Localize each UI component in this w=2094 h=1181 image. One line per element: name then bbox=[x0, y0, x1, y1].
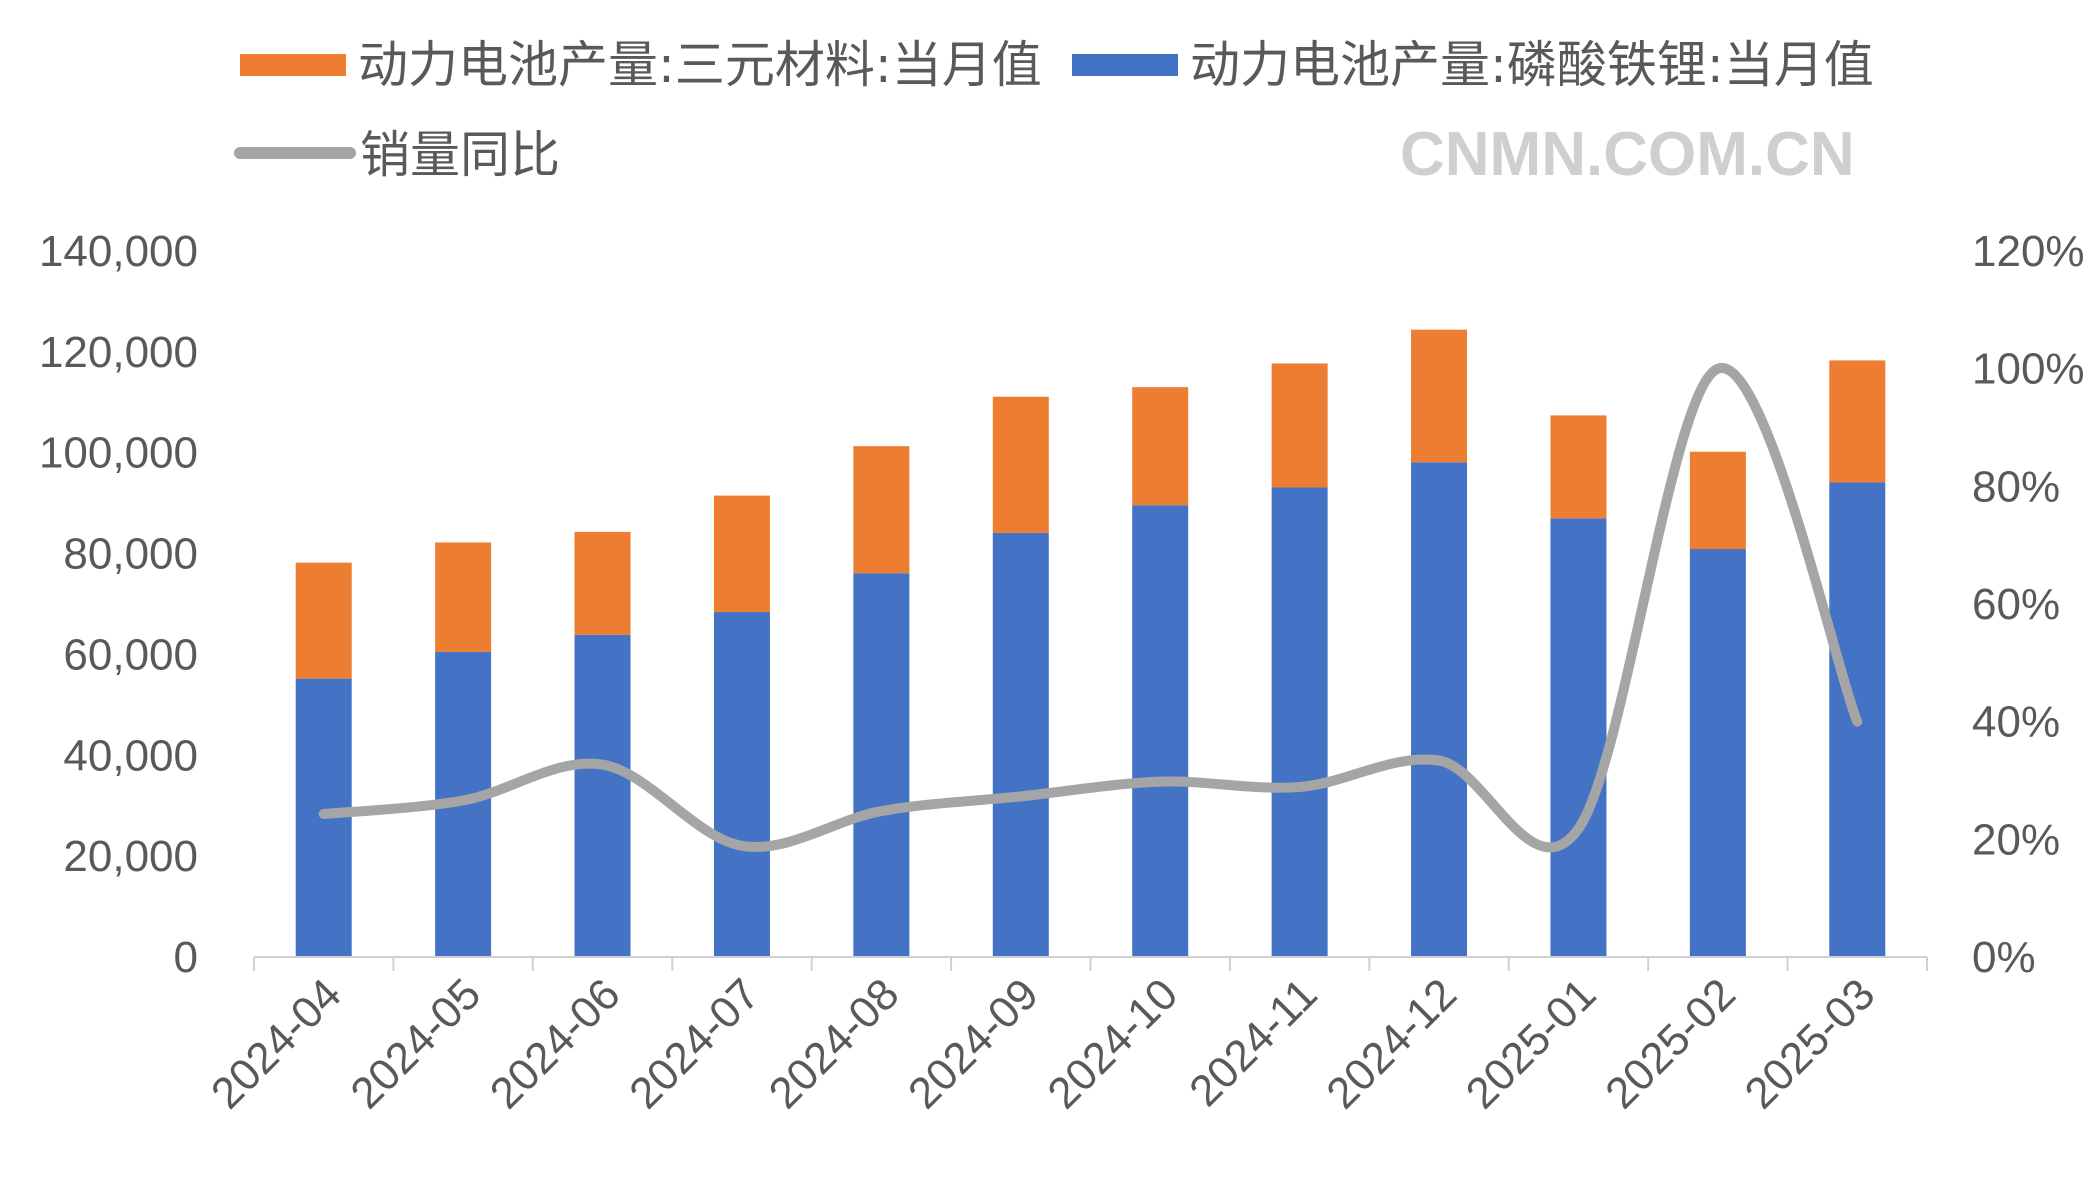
legend-label-ternary: 动力电池产量:三元材料:当月值 bbox=[358, 36, 1042, 94]
bar-lfp-2024-10 bbox=[1132, 505, 1189, 957]
bar-ternary-2024-07 bbox=[713, 495, 770, 613]
legend-label-yoy: 销量同比 bbox=[360, 126, 560, 184]
x-axis-tick-label: 2024-08 bbox=[760, 969, 909, 1118]
left-axis-tick-label: 60,000 bbox=[63, 630, 198, 679]
bar-ternary-2025-03 bbox=[1829, 360, 1886, 483]
bar-lfp-2024-11 bbox=[1271, 487, 1328, 957]
bar-ternary-2024-10 bbox=[1132, 387, 1189, 506]
right-axis-tick-label: 0% bbox=[1972, 933, 2036, 982]
left-axis-tick-label: 80,000 bbox=[63, 530, 198, 579]
bar-ternary-2025-02 bbox=[1689, 451, 1746, 550]
left-axis-tick-label: 100,000 bbox=[39, 429, 198, 478]
bar-lfp-2024-09 bbox=[992, 532, 1049, 957]
right-axis-tick-label: 60% bbox=[1972, 580, 2060, 629]
x-axis-tick-label: 2024-12 bbox=[1317, 969, 1466, 1118]
bar-ternary-2024-05 bbox=[435, 542, 492, 652]
bar-lfp-2024-08 bbox=[853, 573, 910, 957]
yoy-line bbox=[318, 363, 1863, 853]
x-axis-labels: 2024-042024-052024-062024-072024-082024-… bbox=[202, 969, 1884, 1118]
right-axis-tick-label: 80% bbox=[1972, 462, 2060, 511]
x-axis-tick-label: 2024-10 bbox=[1038, 969, 1187, 1118]
right-axis-tick-label: 100% bbox=[1972, 345, 2085, 394]
x-axis-tick-label: 2024-09 bbox=[899, 969, 1048, 1118]
left-axis-tick-label: 40,000 bbox=[63, 731, 198, 780]
x-axis-tick-label: 2025-02 bbox=[1596, 969, 1745, 1118]
bar-lfp-2024-07 bbox=[713, 612, 770, 957]
bar-ternary-2024-09 bbox=[992, 396, 1049, 533]
bar-lfp-2025-01 bbox=[1550, 518, 1607, 957]
bar-lfp-2024-06 bbox=[574, 634, 631, 957]
bar-ternary-2024-06 bbox=[574, 531, 631, 635]
legend-swatch-lfp bbox=[1072, 54, 1178, 76]
bar-ternary-2024-04 bbox=[295, 562, 352, 679]
left-axis-tick-label: 120,000 bbox=[39, 328, 198, 377]
bar-ternary-2024-12 bbox=[1411, 329, 1468, 463]
bar-ternary-2024-08 bbox=[853, 446, 910, 574]
right-axis-tick-label: 40% bbox=[1972, 698, 2060, 747]
left-axis-tick-label: 140,000 bbox=[39, 227, 198, 276]
x-axis-tick-label: 2025-03 bbox=[1736, 969, 1885, 1118]
legend-label-lfp: 动力电池产量:磷酸铁锂:当月值 bbox=[1190, 36, 1874, 94]
bar-ternary-2025-01 bbox=[1550, 415, 1607, 519]
bar-ternary-2024-11 bbox=[1271, 363, 1328, 488]
right-axis-tick-label: 20% bbox=[1972, 815, 2060, 864]
x-axis-tick-label: 2024-06 bbox=[481, 969, 630, 1118]
bars bbox=[295, 329, 1886, 957]
x-axis-tick-label: 2025-01 bbox=[1457, 969, 1606, 1118]
bar-lfp-2025-02 bbox=[1689, 549, 1746, 957]
left-axis-ticks: 0 20,000 40,000 60,000 80,000 100,000 120,000 1… bbox=[39, 227, 198, 982]
x-axis-tick-label: 2024-04 bbox=[202, 969, 351, 1118]
x-axis-tick-label: 2024-07 bbox=[620, 969, 769, 1118]
legend: 动力电池产量:三元材料:当月值 动力电池产量:磷酸铁锂:当月值 销量同比 bbox=[234, 36, 1874, 184]
legend-swatch-ternary bbox=[240, 54, 346, 76]
x-axis-ticks bbox=[253, 957, 1928, 971]
x-axis-tick-label: 2024-05 bbox=[341, 969, 490, 1118]
right-axis-tick-label: 120% bbox=[1972, 227, 2085, 276]
left-axis-tick-label: 20,000 bbox=[63, 832, 198, 881]
left-axis-tick-label: 0 bbox=[174, 933, 198, 982]
bar-lfp-2024-12 bbox=[1411, 462, 1468, 957]
right-axis-ticks: 0% 20% 40% 60% 80% 100% 120% bbox=[1972, 227, 2085, 982]
watermark: CNMN.COM.CN bbox=[1400, 120, 1855, 189]
x-axis-tick-label: 2024-11 bbox=[1180, 969, 1327, 1116]
